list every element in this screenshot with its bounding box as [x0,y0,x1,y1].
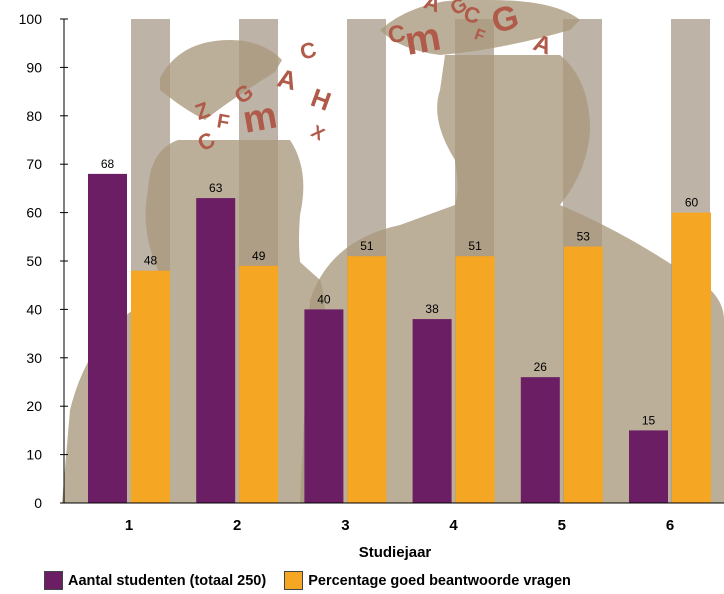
y-tick-label: 50 [26,253,42,269]
bar-percentage-1 [131,270,170,503]
x-axis: 1 2 3 4 5 6 [64,502,724,534]
y-tick-label: 40 [26,301,42,317]
bar-students-6 [629,430,668,503]
y-tick-label: 0 [34,495,42,511]
data-label-students-5: 26 [534,360,548,374]
x-tick-label-6: 6 [666,517,674,534]
data-label-students-4: 38 [425,302,439,316]
decorative-letter: A [274,62,300,96]
x-tick-label-4: 4 [449,517,458,534]
y-tick-label: 80 [26,108,42,124]
decorative-letter: m [401,14,444,64]
y-tick-label: 70 [26,156,42,172]
data-label-students-3: 40 [317,292,331,306]
y-tick-label: 20 [26,398,42,414]
x-tick-label-5: 5 [558,517,566,534]
legend-label-percentage: Percentage goed beantwoorde vragen [308,572,571,589]
data-label-students-2: 63 [209,181,223,195]
decorative-letter: F [215,110,231,134]
silhouette-left-skull-cap [160,40,282,120]
decorative-letter: C [297,37,319,65]
data-label-percentage-3: 51 [360,239,374,253]
y-axis: 0 10 20 30 40 50 60 70 80 90 100 [19,11,68,511]
data-label-percentage-6: 60 [685,196,699,210]
legend-label-students: Aantal studenten (totaal 250) [68,572,267,589]
decorative-letter: X [308,121,328,144]
bar-students-3 [304,309,344,503]
legend-swatch-students [44,571,63,590]
bars-group: 68 48 63 49 40 51 38 51 26 53 15 60 [88,157,711,504]
y-tick-label: 30 [26,350,42,366]
legend: Aantal studenten (totaal 250) Percentage… [44,571,589,590]
bar-percentage-6 [672,212,711,503]
y-tick-label: 10 [26,447,42,463]
bar-students-4 [412,319,452,503]
legend-item-students: Aantal studenten (totaal 250) [44,571,266,590]
data-label-percentage-5: 53 [577,229,591,243]
bar-percentage-3 [347,256,387,503]
bar-students-1 [88,173,127,503]
bar-students-2 [196,198,236,503]
decorative-letter: H [307,82,335,117]
y-tick-label: 90 [26,59,42,75]
x-tick-label-3: 3 [341,517,349,534]
y-tick-label: 60 [26,205,42,221]
data-label-students-1: 68 [101,157,115,171]
bar-students-5 [520,377,560,503]
bar-percentage-2 [239,265,279,503]
x-tick-label-2: 2 [233,517,241,534]
data-label-percentage-1: 48 [144,254,158,268]
legend-swatch-percentage [284,571,304,590]
data-label-students-6: 15 [642,413,656,427]
y-tick-label: 100 [19,11,43,27]
legend-item-percentage: Percentage goed beantwoorde vragen [284,571,571,590]
decorative-letter: m [240,95,281,142]
bar-percentage-4 [455,256,495,503]
data-label-percentage-2: 49 [252,249,266,263]
decorative-letter: C [386,20,408,50]
x-axis-title: Studiejaar [359,544,432,561]
decorative-letter: C [461,1,483,29]
silhouette-right-person [300,55,724,503]
data-label-percentage-4: 51 [468,239,482,253]
x-tick-label-1: 1 [125,517,133,534]
bar-percentage-5 [563,246,603,504]
silhouette-right-skull-cap [380,0,580,55]
